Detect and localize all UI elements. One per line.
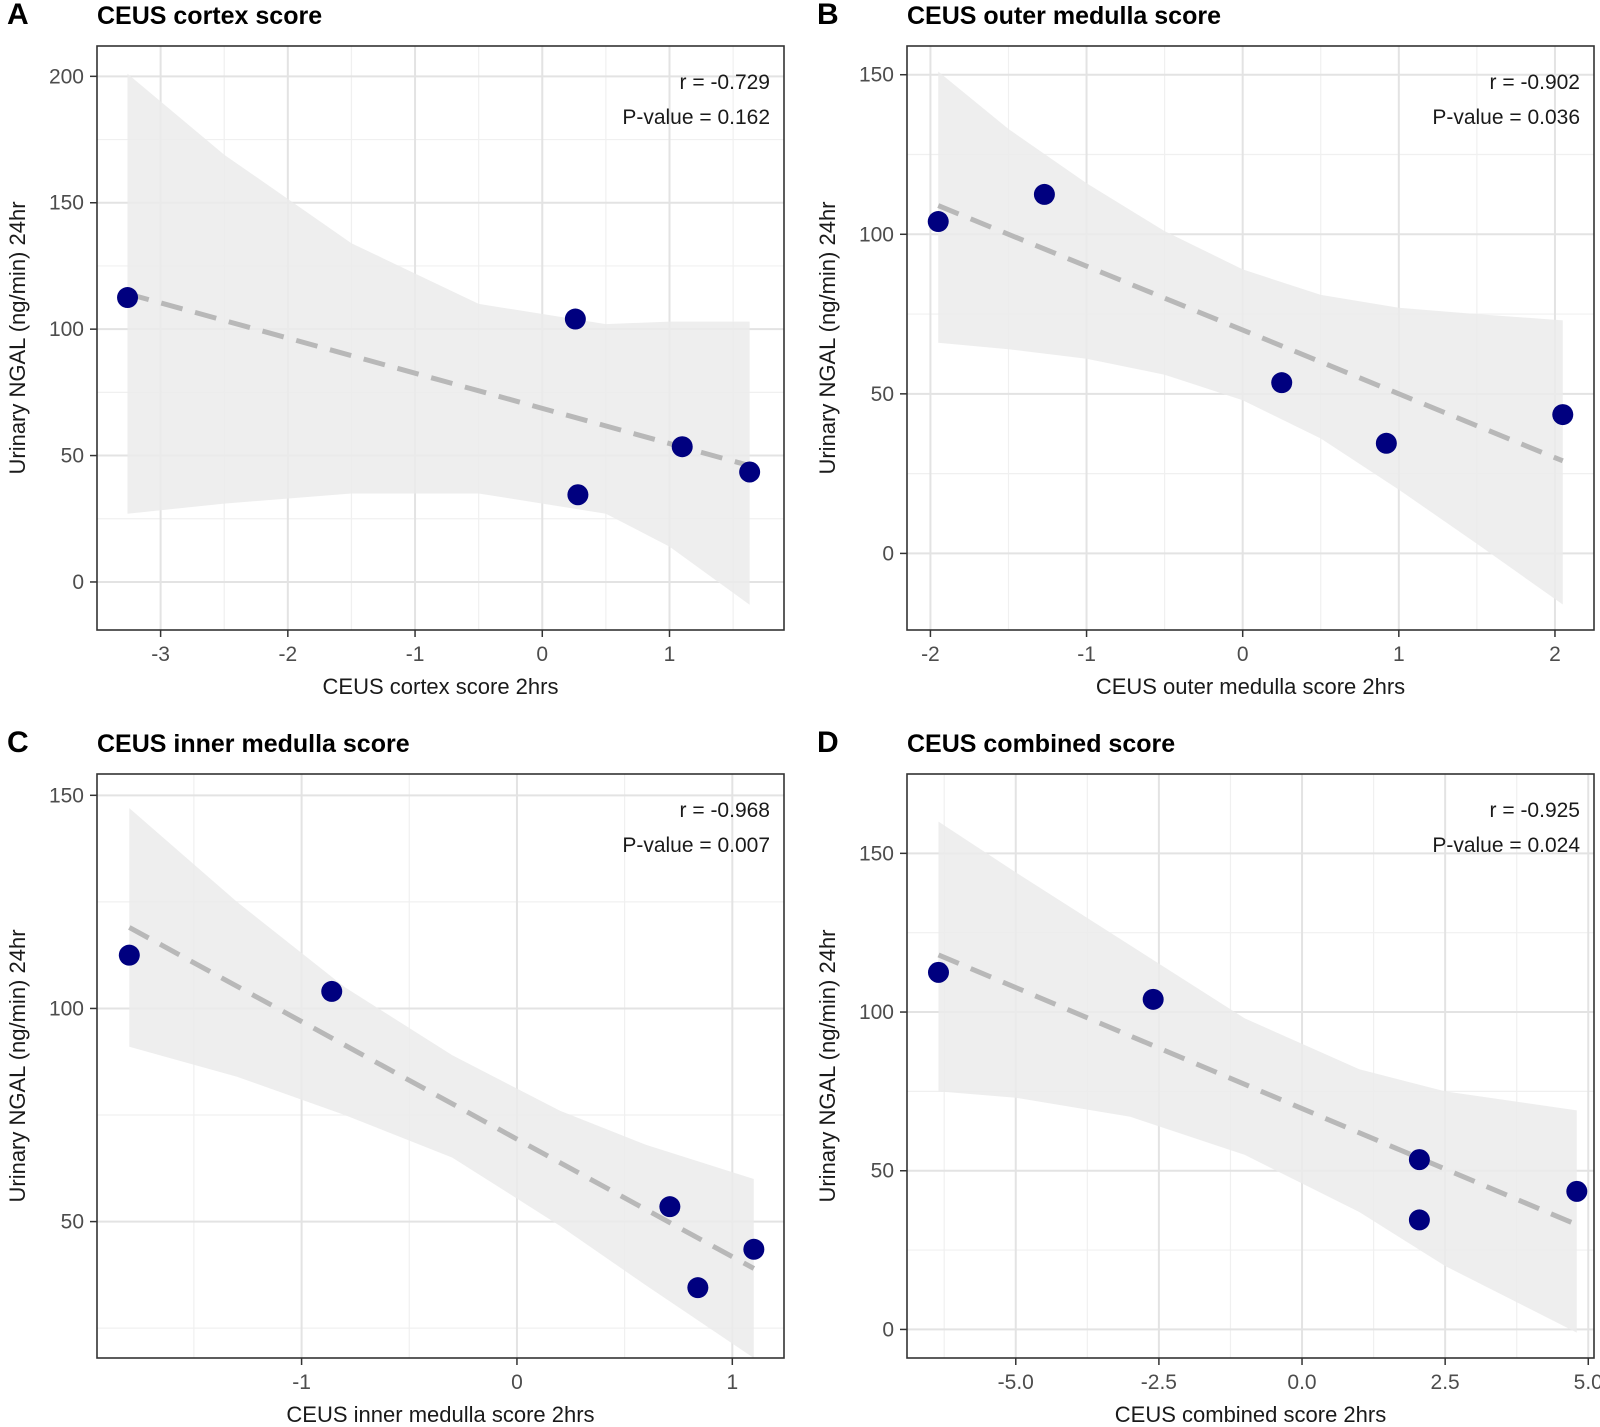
- correlation-r: r = -0.729: [680, 71, 770, 94]
- panel-title: CEUS combined score: [907, 730, 1175, 758]
- x-tick-label: 0: [511, 1371, 523, 1394]
- x-tick-label: 1: [726, 1371, 738, 1394]
- data-point: [739, 461, 761, 483]
- trend-line: [937, 952, 1578, 1227]
- y-tick-label: 0: [72, 571, 84, 594]
- y-tick-label: 150: [859, 64, 894, 87]
- panel-b: B CEUS outer medulla score -2 -1 0 1 2 0 50 100 15…: [815, 0, 1595, 699]
- y-tick-label: 0: [882, 542, 894, 565]
- trend-line: [937, 203, 1564, 464]
- data-point: [321, 980, 343, 1002]
- x-tick-label: -3: [151, 643, 170, 666]
- data-point: [659, 1196, 681, 1218]
- data-point: [118, 944, 140, 966]
- x-tick-label: -5.0: [998, 1371, 1034, 1394]
- data-point: [564, 308, 586, 330]
- panel-frame: [96, 773, 785, 1359]
- panel-title: CEUS inner medulla score: [97, 730, 410, 758]
- data-point: [1552, 404, 1574, 426]
- data-point: [1271, 372, 1293, 394]
- x-tick-label: -1: [1077, 643, 1096, 666]
- y-tick-label: 150: [49, 784, 84, 807]
- panel-c: C CEUS inner medulla score-1 0 150100150CEU…: [5, 726, 785, 1427]
- y-axis-label: Urinary NGAL (ng/min) 24hr: [815, 201, 840, 474]
- confidence-band: [127, 73, 750, 605]
- p-value: P-value = 0.036: [1432, 106, 1580, 129]
- x-tick-label: 0.0: [1287, 1371, 1316, 1394]
- data-point: [1375, 432, 1397, 454]
- p-value: P-value = 0.024: [1432, 834, 1580, 857]
- x-tick-label: -2: [278, 643, 297, 666]
- x-tick-label: 1: [664, 643, 676, 666]
- panel-letter: A: [7, 0, 29, 31]
- trend-line: [126, 291, 751, 469]
- x-tick-label: -2: [921, 643, 940, 666]
- y-tick-label: 100: [859, 223, 894, 246]
- y-axis-label: Urinary NGAL (ng/min) 24hr: [5, 201, 30, 474]
- trend-line: [128, 925, 756, 1271]
- confidence-band: [129, 808, 754, 1358]
- y-tick-label: 50: [871, 383, 894, 406]
- data-point: [117, 287, 139, 309]
- x-tick-label: 0: [1237, 643, 1249, 666]
- p-value: P-value = 0.162: [622, 106, 770, 129]
- y-tick-label: 50: [871, 1160, 894, 1183]
- x-axis-label: CEUS outer medulla score 2hrs: [1096, 674, 1405, 699]
- panel-frame: [906, 773, 1595, 1359]
- panel-letter: C: [7, 726, 29, 759]
- y-tick-label: 100: [49, 318, 84, 341]
- x-tick-label: 1: [1393, 643, 1405, 666]
- panel-letter: D: [817, 726, 839, 759]
- data-point: [1142, 988, 1164, 1010]
- correlation-r: r = -0.968: [680, 799, 770, 822]
- panel-title: CEUS cortex score: [97, 2, 322, 30]
- x-tick-label: -1: [292, 1371, 311, 1394]
- data-point: [567, 484, 589, 506]
- p-value: P-value = 0.007: [622, 834, 770, 857]
- y-tick-label: 100: [49, 997, 84, 1020]
- y-tick-label: 100: [859, 1001, 894, 1024]
- y-tick-label: 0: [882, 1318, 894, 1341]
- y-axis-label: Urinary NGAL (ng/min) 24hr: [5, 929, 30, 1202]
- x-tick-label: 0: [536, 643, 548, 666]
- x-axis-label: CEUS cortex score 2hrs: [323, 674, 559, 699]
- panel-a: A CEUS cortex score -3 -2 -1 0 1 0 50 100 150 200 CE…: [5, 0, 785, 699]
- x-axis-label: CEUS inner medulla score 2hrs: [286, 1402, 594, 1427]
- y-tick-label: 50: [61, 445, 84, 468]
- y-tick-label: 150: [49, 192, 84, 215]
- panel-frame: [96, 45, 785, 631]
- data-point: [671, 436, 693, 458]
- confidence-band: [938, 71, 1563, 605]
- data-point: [1033, 183, 1055, 205]
- y-tick-label: 200: [49, 65, 84, 88]
- x-tick-label: 5.0: [1574, 1371, 1600, 1394]
- x-tick-label: 2: [1549, 643, 1561, 666]
- data-point: [927, 961, 949, 983]
- data-point: [1408, 1149, 1430, 1171]
- data-point: [687, 1277, 709, 1299]
- x-axis-label: CEUS combined score 2hrs: [1115, 1402, 1386, 1427]
- data-point: [1566, 1180, 1588, 1202]
- correlation-r: r = -0.902: [1490, 71, 1580, 94]
- data-point: [743, 1238, 765, 1260]
- confidence-band: [938, 821, 1577, 1333]
- x-tick-label: -2.5: [1141, 1371, 1177, 1394]
- y-axis-label: Urinary NGAL (ng/min) 24hr: [815, 929, 840, 1202]
- correlation-r: r = -0.925: [1490, 799, 1580, 822]
- y-tick-label: 50: [61, 1211, 84, 1234]
- panel-d: D CEUS combined score -5.0 -2.5 0.0 2.5 5.0 0 50…: [815, 726, 1600, 1427]
- panel-frame: [906, 45, 1595, 631]
- x-tick-label: 2.5: [1431, 1371, 1460, 1394]
- data-point: [927, 211, 949, 233]
- panel-letter: B: [817, 0, 839, 31]
- data-point: [1408, 1209, 1430, 1231]
- panel-title: CEUS outer medulla score: [907, 2, 1221, 30]
- y-tick-label: 150: [859, 842, 894, 865]
- x-tick-label: -1: [406, 643, 425, 666]
